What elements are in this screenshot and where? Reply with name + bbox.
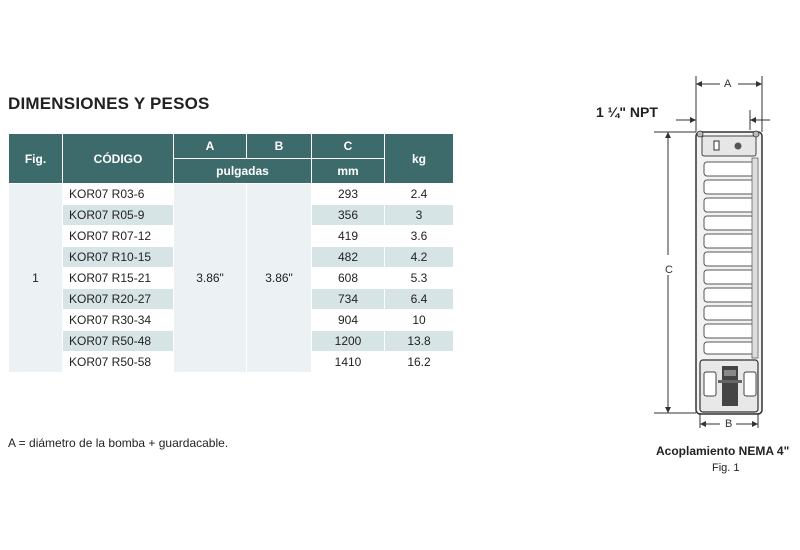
row-kg: 4.2: [384, 246, 454, 268]
discharge-head: [701, 135, 757, 157]
lift-ring-right: [752, 130, 760, 138]
dimensions-table: Fig. CÓDIGO A B C kg pulgadas mm 1 KOR07…: [8, 133, 454, 373]
suction-port-right: [743, 371, 757, 397]
header-c: C: [311, 133, 385, 159]
row-code: KOR07 R05-9: [62, 204, 174, 226]
coupling-label: Acoplamiento NEMA 4": [656, 444, 790, 458]
row-kg: 6.4: [384, 288, 454, 310]
row-c: 734: [311, 288, 385, 310]
row-kg: 10: [384, 309, 454, 331]
row-c: 419: [311, 225, 385, 247]
header-kg: kg: [384, 133, 454, 184]
coupling-band: [718, 380, 742, 383]
row-c: 1200: [311, 330, 385, 352]
dim-a-arrow-right: [756, 81, 762, 87]
row-code: KOR07 R10-15: [62, 246, 174, 268]
row-code: KOR07 R30-34: [62, 309, 174, 331]
row-c: 482: [311, 246, 385, 268]
coupling-detail: [724, 370, 736, 376]
dim-b-arrow-right: [752, 421, 758, 427]
row-code: KOR07 R50-58: [62, 351, 174, 373]
page-title: DIMENSIONES Y PESOS: [8, 94, 210, 113]
dim-a-label: A: [724, 78, 732, 90]
row-kg: 2.4: [384, 183, 454, 205]
row-code: KOR07 R50-48: [62, 330, 174, 352]
dim-c-arrow-top: [665, 132, 671, 138]
header-mm: mm: [311, 158, 385, 184]
npt-arrow-right: [750, 117, 756, 123]
header-pulgadas: pulgadas: [173, 158, 312, 184]
row-kg: 3.6: [384, 225, 454, 247]
row-c: 608: [311, 267, 385, 289]
dim-c-arrow-bottom: [665, 407, 671, 413]
pump-drawing: [654, 76, 770, 428]
row-kg: 5.3: [384, 267, 454, 289]
header-a: A: [173, 133, 247, 159]
row-kg: 3: [384, 204, 454, 226]
header-codigo: CÓDIGO: [62, 133, 174, 184]
row-kg: 16.2: [384, 351, 454, 373]
row-code: KOR07 R07-12: [62, 225, 174, 247]
row-c: 1410: [311, 351, 385, 373]
row-c: 356: [311, 204, 385, 226]
lift-ring-left: [696, 130, 704, 138]
fig-value: 1: [8, 183, 63, 373]
row-c: 293: [311, 183, 385, 205]
head-slot: [713, 140, 720, 151]
suction-port-left: [703, 371, 717, 397]
b-value: 3.86": [246, 183, 312, 373]
row-code: KOR07 R15-21: [62, 267, 174, 289]
row-code: KOR07 R20-27: [62, 288, 174, 310]
header-fig: Fig.: [8, 133, 63, 184]
dim-a-arrow-left: [696, 81, 702, 87]
dim-b-label: B: [725, 418, 733, 430]
header-b: B: [246, 133, 312, 159]
pump-stages: [703, 161, 755, 355]
dim-c-label: C: [665, 264, 673, 276]
dim-b-arrow-left: [700, 421, 706, 427]
cable-guard: [751, 157, 759, 359]
figure-caption: Fig. 1: [712, 462, 740, 474]
npt-label: 1 ¼" NPT: [596, 104, 658, 120]
head-bolt: [734, 142, 742, 150]
row-c: 904: [311, 309, 385, 331]
npt-arrow-left: [690, 117, 696, 123]
row-kg: 13.8: [384, 330, 454, 352]
a-value: 3.86": [173, 183, 247, 373]
row-code: KOR07 R03-6: [62, 183, 174, 205]
footnote: A = diámetro de la bomba + guardacable.: [8, 436, 229, 450]
